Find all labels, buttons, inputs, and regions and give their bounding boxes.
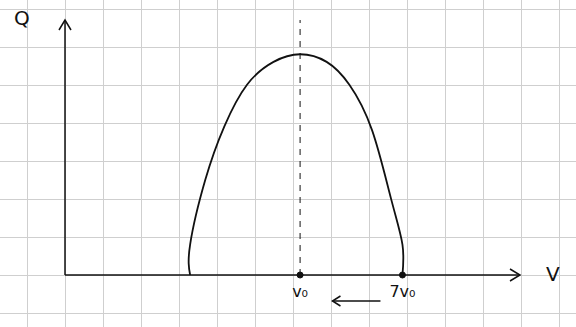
html-text:V: V: [546, 262, 560, 286]
html-text:Q: Q: [14, 6, 30, 30]
svg-text:v₀: v₀: [292, 282, 308, 301]
svg-text:7v₀: 7v₀: [389, 282, 415, 301]
